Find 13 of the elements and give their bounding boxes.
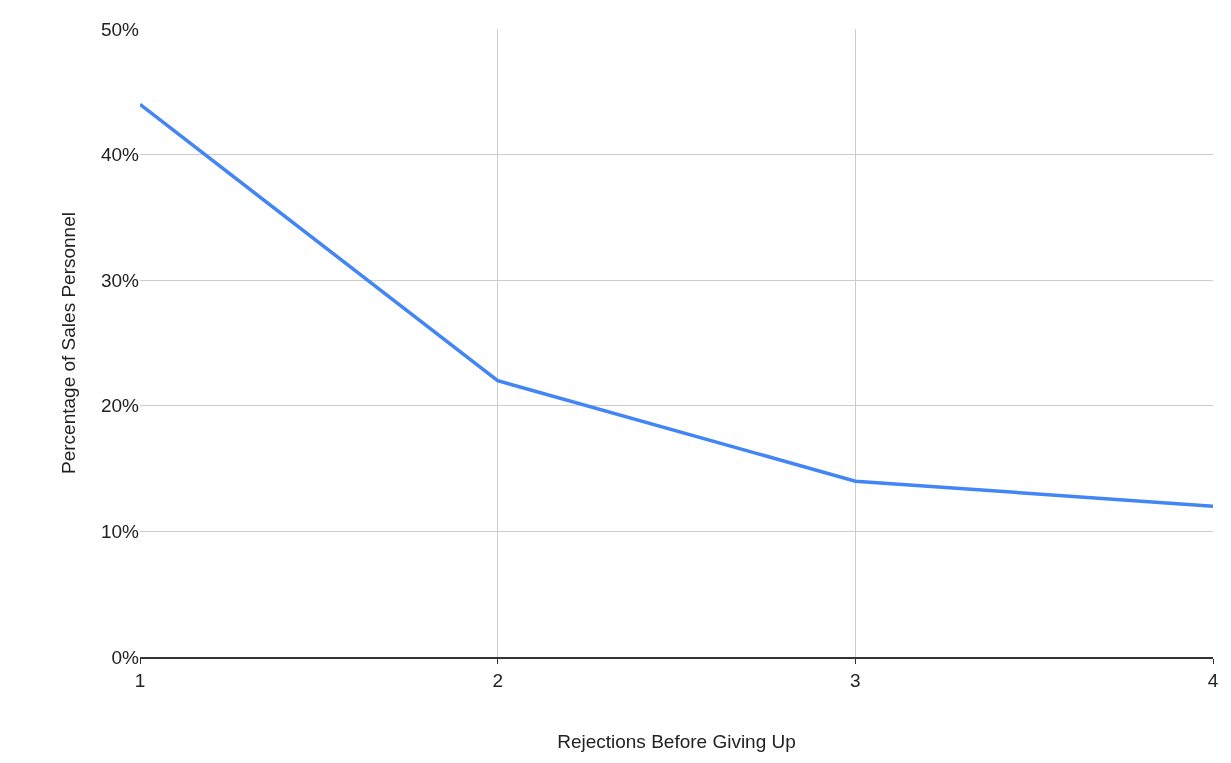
y-tick-label: 0%	[111, 646, 140, 668]
y-tick-label: 20%	[100, 395, 140, 417]
x-axis-title: Rejections Before Giving Up	[557, 730, 796, 752]
y-tick-label: 30%	[100, 269, 140, 291]
y-tick-label: 10%	[100, 521, 140, 543]
y-tick-label: 40%	[100, 144, 140, 166]
line-series	[140, 102, 1213, 509]
y-axis-title: Percentage of Sales Personnel	[57, 212, 79, 474]
y-tick-label: 50%	[100, 18, 140, 40]
x-tick-label: 2	[492, 669, 503, 691]
x-tick-label: 3	[850, 669, 861, 691]
x-tick-label: 4	[1207, 669, 1219, 691]
x-tick-label: 1	[134, 669, 146, 691]
